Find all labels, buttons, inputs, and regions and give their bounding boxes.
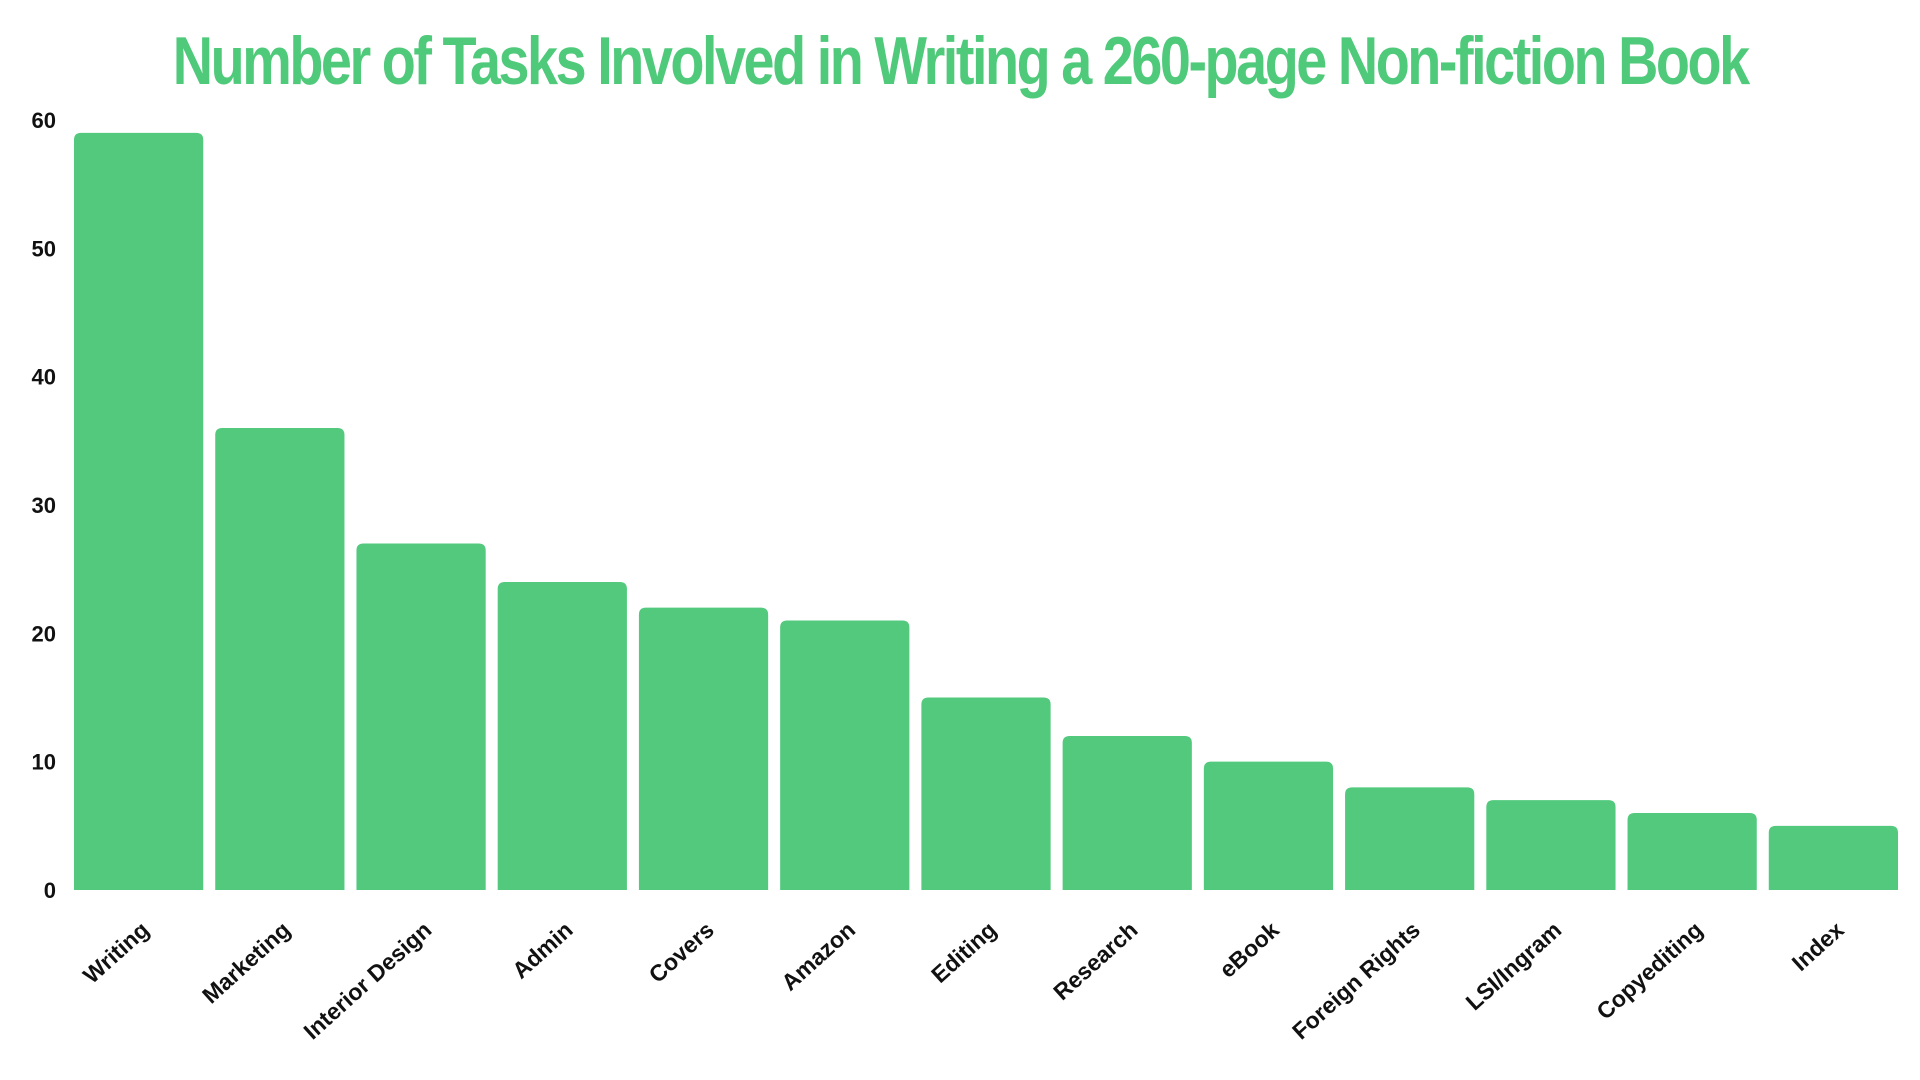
bar-lsi-ingram [1486, 800, 1616, 890]
y-tick-label: 60 [32, 108, 56, 133]
bar-editing [921, 697, 1051, 890]
y-tick-label: 50 [32, 236, 56, 261]
bars [74, 132, 1898, 891]
y-tick-label: 10 [32, 750, 56, 775]
x-tick-label: Marketing [197, 916, 295, 1008]
x-tick-label: eBook [1214, 916, 1284, 982]
x-tick-label: Foreign Rights [1287, 916, 1425, 1044]
x-tick-label: Index [1787, 916, 1849, 976]
x-tick-label: Writing [78, 916, 154, 988]
bar-interior-design [356, 543, 486, 890]
x-tick-label: Editing [926, 916, 1001, 987]
x-axis: Writing Marketing Interior Design Admin Cove… [78, 916, 1849, 1044]
x-tick-label: Research [1048, 916, 1142, 1005]
x-tick-label: Copyediting [1591, 916, 1707, 1024]
bar-marketing [215, 428, 345, 890]
bar-index [1768, 825, 1898, 890]
bar-ebook [1203, 761, 1334, 890]
x-tick-label: LSI/Ingram [1461, 916, 1567, 1015]
bar-foreign-rights [1345, 787, 1475, 890]
x-tick-label: Amazon [776, 916, 860, 995]
bar-amazon [780, 620, 910, 890]
bar-covers [638, 607, 769, 890]
bar-research [1062, 736, 1192, 890]
bar-copyediting [1627, 813, 1757, 890]
y-tick-label: 40 [32, 365, 56, 390]
chart-title: Number of Tasks Involved in Writing a 26… [172, 23, 1750, 99]
bar-admin [497, 582, 627, 890]
y-axis: 0 10 20 30 40 50 60 [32, 108, 56, 903]
y-tick-label: 30 [32, 493, 56, 518]
x-tick-label: Interior Design [298, 916, 436, 1044]
bar-writing [74, 132, 204, 891]
x-tick-label: Admin [507, 916, 578, 983]
y-tick-label: 20 [32, 621, 56, 646]
x-tick-label: Covers [644, 916, 719, 988]
y-tick-label: 0 [44, 878, 56, 903]
